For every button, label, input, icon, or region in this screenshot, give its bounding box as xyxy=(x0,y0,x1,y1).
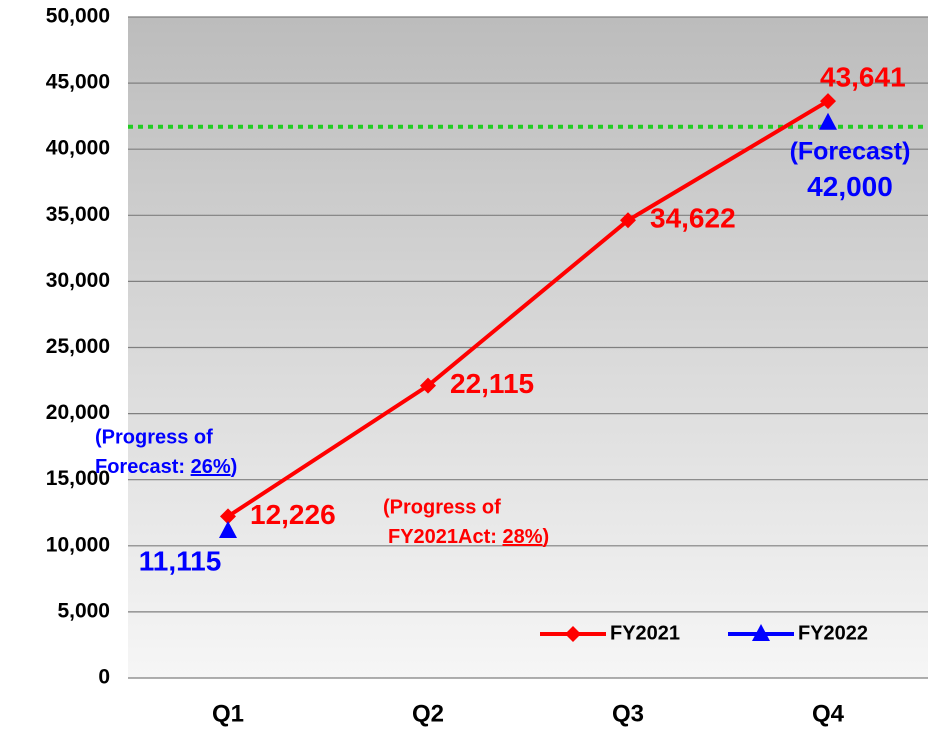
annotation-text: ) xyxy=(231,456,238,478)
data-label: 22,115 xyxy=(450,368,534,399)
data-point xyxy=(819,112,837,130)
y-tick-label: 50,000 xyxy=(46,5,110,28)
y-tick-label: 30,000 xyxy=(46,269,110,292)
data-point xyxy=(219,521,237,539)
y-tick-label: 40,000 xyxy=(46,137,110,160)
data-label: 12,226 xyxy=(250,499,336,530)
annotation-line: Forecast: 26%) xyxy=(95,456,237,478)
legend-marker xyxy=(565,626,581,642)
y-tick-label: 5,000 xyxy=(57,599,110,622)
forecast-note: (Forecast) xyxy=(790,137,911,165)
annotation-line: (Progress of xyxy=(95,426,213,448)
annotation-line: FY2021Act: 28%) xyxy=(388,526,549,548)
y-tick-label: 0 xyxy=(98,666,110,689)
y-tick-label: 35,000 xyxy=(46,203,110,226)
annotation-text: ) xyxy=(543,526,550,548)
annotation-line: (Progress of xyxy=(383,496,501,518)
series-line xyxy=(226,99,830,519)
x-tick-label: Q2 xyxy=(412,700,444,727)
data-point xyxy=(420,377,436,394)
y-tick-label: 10,000 xyxy=(46,533,110,556)
annotation-highlight: 28% xyxy=(503,526,543,548)
data-point xyxy=(820,93,836,110)
data-point xyxy=(620,212,636,229)
data-label: 43,641 xyxy=(820,61,906,92)
legend-label: FY2021 xyxy=(610,622,680,644)
data-label: 34,622 xyxy=(650,203,736,234)
data-label: 11,115 xyxy=(139,545,222,576)
data-point xyxy=(220,508,236,525)
legend-label: FY2022 xyxy=(798,622,868,644)
y-tick-label: 25,000 xyxy=(46,335,110,358)
x-tick-label: Q1 xyxy=(212,700,244,727)
y-tick-label: 45,000 xyxy=(46,71,110,94)
legend-marker xyxy=(752,624,770,641)
x-tick-label: Q3 xyxy=(612,700,644,727)
y-tick-label: 15,000 xyxy=(46,467,110,490)
y-tick-label: 20,000 xyxy=(46,401,110,424)
x-tick-label: Q4 xyxy=(812,700,845,727)
annotation-text: FY2021Act: xyxy=(388,526,503,548)
data-label: 42,000 xyxy=(807,171,893,202)
annotation-text: Forecast: xyxy=(95,456,191,478)
annotation-highlight: 26% xyxy=(191,456,231,478)
